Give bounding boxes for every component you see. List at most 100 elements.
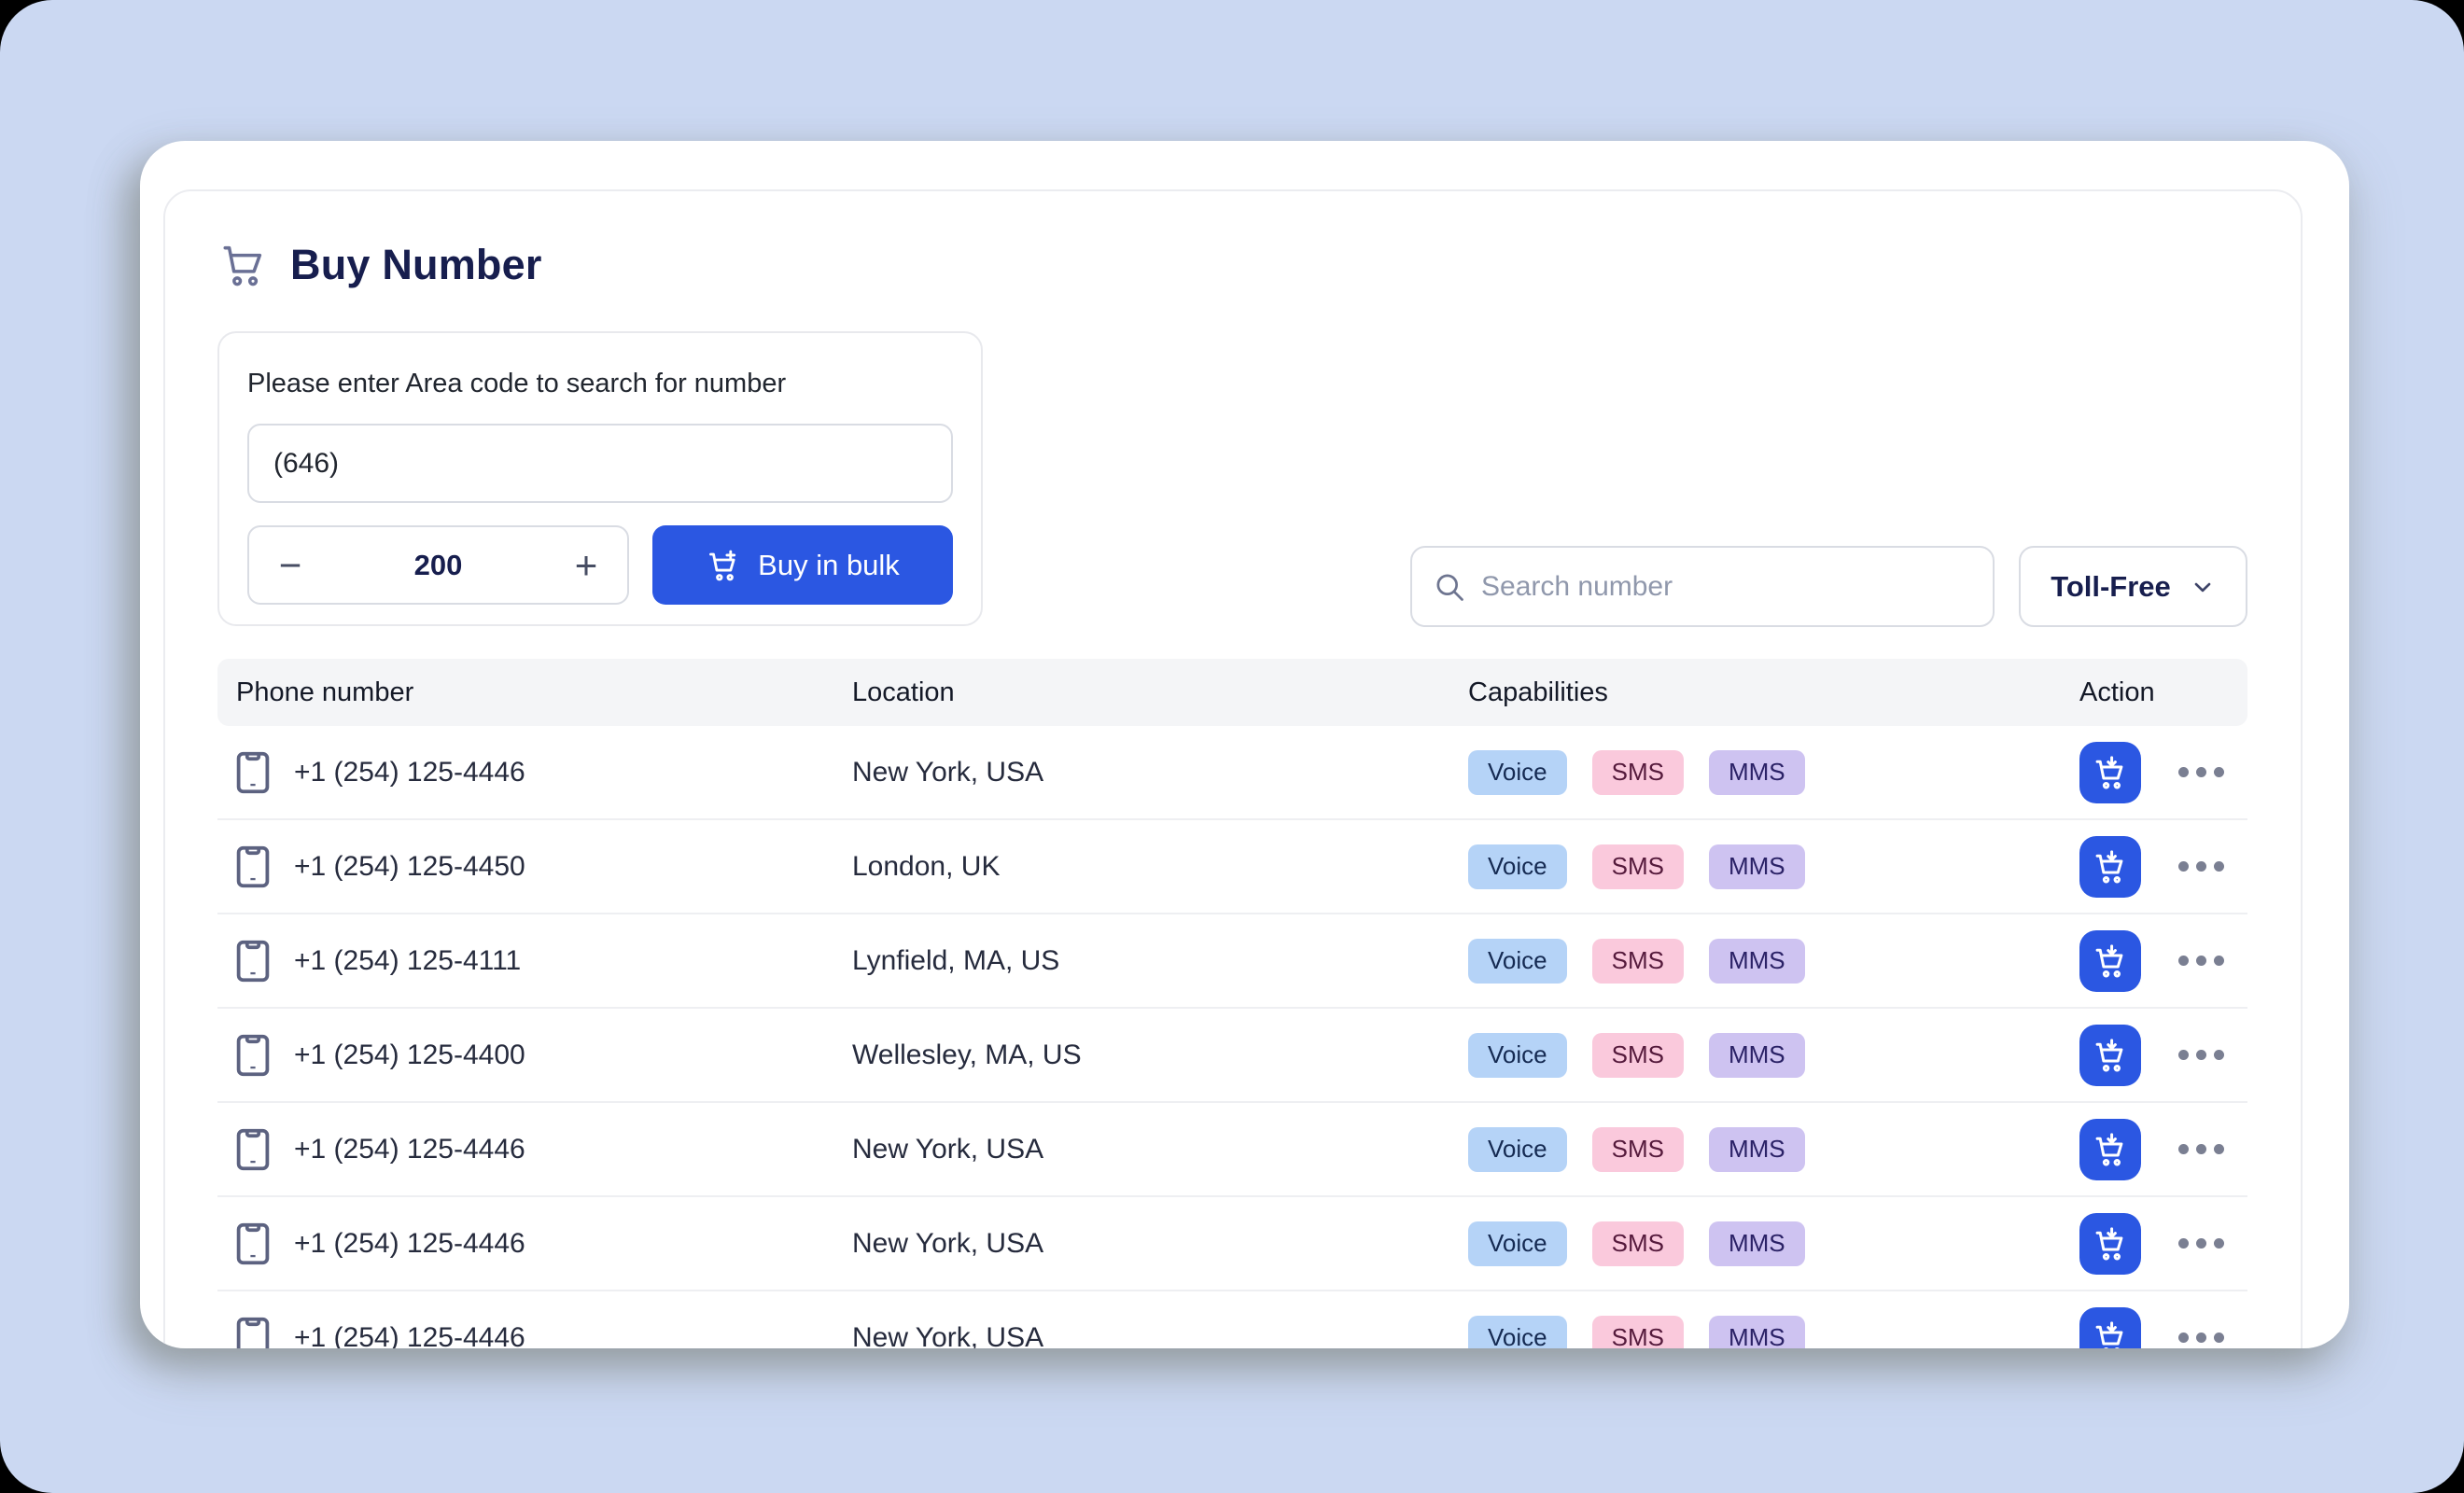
more-options-button[interactable] — [2175, 1229, 2228, 1258]
app-card: Buy Number Please enter Area code to sea… — [140, 141, 2349, 1348]
smartphone-icon — [236, 1128, 270, 1171]
table-row: +1 (254) 125-4446 New York, USA Voice SMS… — [217, 726, 2247, 820]
capability-badge-mms: MMS — [1708, 1221, 1805, 1266]
ellipsis-icon — [2178, 1050, 2189, 1060]
capability-badge-mms: MMS — [1708, 1032, 1805, 1078]
buy-in-bulk-button[interactable]: Buy in bulk — [652, 525, 953, 605]
smartphone-icon — [236, 1034, 270, 1077]
capabilities: Voice SMS MMS — [1468, 749, 2079, 795]
location: Lynfield, MA, US — [852, 944, 1060, 976]
location: New York, USA — [852, 1133, 1044, 1165]
buy-number-button[interactable] — [2079, 741, 2141, 803]
capability-badge-sms: SMS — [1591, 1032, 1684, 1078]
table-header: Phone number Location Capabilities Actio… — [217, 659, 2247, 726]
location: Wellesley, MA, US — [852, 1039, 1082, 1070]
ellipsis-icon — [2178, 1333, 2189, 1343]
area-code-input[interactable] — [247, 424, 953, 503]
location: New York, USA — [852, 756, 1044, 788]
search-icon — [1433, 570, 1466, 604]
number-type-value: Toll-Free — [2051, 569, 2171, 603]
buy-number-panel: Buy Number Please enter Area code to sea… — [163, 189, 2303, 1348]
buy-number-button[interactable] — [2079, 1118, 2141, 1180]
capability-badge-sms: SMS — [1591, 749, 1684, 795]
buy-number-button[interactable] — [2079, 1306, 2141, 1348]
capability-badge-voice: Voice — [1468, 844, 1567, 889]
cart-add-to-cart-icon — [2093, 849, 2128, 885]
number-type-select[interactable]: Toll-Free — [2019, 546, 2247, 627]
more-options-button[interactable] — [2175, 946, 2228, 975]
capability-badge-voice: Voice — [1468, 1126, 1567, 1172]
table-row: +1 (254) 125-4400 Wellesley, MA, US Voic… — [217, 1009, 2247, 1103]
table-row: +1 (254) 125-4446 New York, USA Voice SMS… — [217, 1291, 2247, 1348]
area-code-card: Please enter Area code to search for num… — [217, 331, 983, 626]
shopping-cart-icon — [217, 242, 268, 288]
column-header-phone: Phone number — [236, 677, 414, 707]
area-code-label: Please enter Area code to search for num… — [247, 369, 787, 398]
table-row: +1 (254) 125-4446 New York, USA Voice SMS… — [217, 1197, 2247, 1291]
decrease-quantity-button[interactable]: − — [260, 527, 320, 603]
cart-add-to-cart-icon — [2093, 1226, 2128, 1262]
increase-quantity-button[interactable]: + — [556, 527, 616, 603]
phone-number: +1 (254) 125-4446 — [294, 1321, 525, 1349]
capability-badge-voice: Voice — [1468, 749, 1567, 795]
capability-badge-voice: Voice — [1468, 1032, 1567, 1078]
ellipsis-icon — [2178, 1238, 2189, 1249]
buy-number-button[interactable] — [2079, 835, 2141, 898]
phone-number: +1 (254) 125-4111 — [294, 944, 522, 976]
search-input[interactable] — [1481, 570, 1972, 603]
capability-badge-mms: MMS — [1708, 1126, 1805, 1172]
smartphone-icon — [236, 940, 270, 983]
location: New York, USA — [852, 1321, 1044, 1349]
ellipsis-icon — [2178, 861, 2189, 872]
phone-number: +1 (254) 125-4450 — [294, 850, 525, 882]
table-row: +1 (254) 125-4111 Lynfield, MA, US Voice… — [217, 914, 2247, 1009]
ellipsis-icon — [2178, 956, 2189, 966]
phone-number: +1 (254) 125-4400 — [294, 1039, 525, 1070]
column-header-capabilities: Capabilities — [1468, 677, 1608, 707]
quantity-value[interactable] — [320, 548, 556, 582]
more-options-button[interactable] — [2175, 1323, 2228, 1348]
capability-badge-mms: MMS — [1708, 938, 1805, 984]
location: London, UK — [852, 850, 1001, 882]
buy-number-button[interactable] — [2079, 929, 2141, 992]
capability-badge-voice: Voice — [1468, 1315, 1567, 1348]
page-header: Buy Number — [217, 233, 2247, 297]
table-body: +1 (254) 125-4446 New York, USA Voice SMS… — [217, 726, 2247, 1348]
capability-badge-voice: Voice — [1468, 938, 1567, 984]
column-header-action: Action — [2079, 677, 2155, 707]
capability-badge-mms: MMS — [1708, 844, 1805, 889]
capability-badge-sms: SMS — [1591, 1126, 1684, 1172]
quantity-row: − + Buy in bulk — [247, 525, 953, 605]
capability-badge-voice: Voice — [1468, 1221, 1567, 1266]
phone-number: +1 (254) 125-4446 — [294, 1133, 525, 1165]
cart-plus-icon — [706, 549, 741, 582]
smartphone-icon — [236, 1222, 270, 1265]
chevron-down-icon — [2190, 574, 2216, 600]
buy-number-button[interactable] — [2079, 1024, 2141, 1086]
more-options-button[interactable] — [2175, 1135, 2228, 1164]
more-options-button[interactable] — [2175, 1040, 2228, 1069]
more-options-button[interactable] — [2175, 758, 2228, 787]
capabilities: Voice SMS MMS — [1468, 1032, 2079, 1078]
quantity-stepper: − + — [247, 525, 629, 605]
table-row: +1 (254) 125-4446 New York, USA Voice SMS… — [217, 1103, 2247, 1197]
location: New York, USA — [852, 1227, 1044, 1259]
capabilities: Voice SMS MMS — [1468, 938, 2079, 984]
capability-badge-sms: SMS — [1591, 1315, 1684, 1348]
cart-add-to-cart-icon — [2093, 1320, 2128, 1348]
cart-add-to-cart-icon — [2093, 1038, 2128, 1073]
capability-badge-sms: SMS — [1591, 844, 1684, 889]
search-box — [1410, 546, 1995, 627]
capability-badge-mms: MMS — [1708, 1315, 1805, 1348]
more-options-button[interactable] — [2175, 852, 2228, 881]
column-header-location: Location — [852, 677, 955, 707]
smartphone-icon — [236, 1317, 270, 1348]
capability-badge-sms: SMS — [1591, 1221, 1684, 1266]
buy-number-button[interactable] — [2079, 1212, 2141, 1275]
phone-number: +1 (254) 125-4446 — [294, 1227, 525, 1259]
buy-in-bulk-label: Buy in bulk — [758, 548, 900, 581]
smartphone-icon — [236, 845, 270, 888]
phone-number: +1 (254) 125-4446 — [294, 756, 525, 788]
ellipsis-icon — [2178, 767, 2189, 777]
